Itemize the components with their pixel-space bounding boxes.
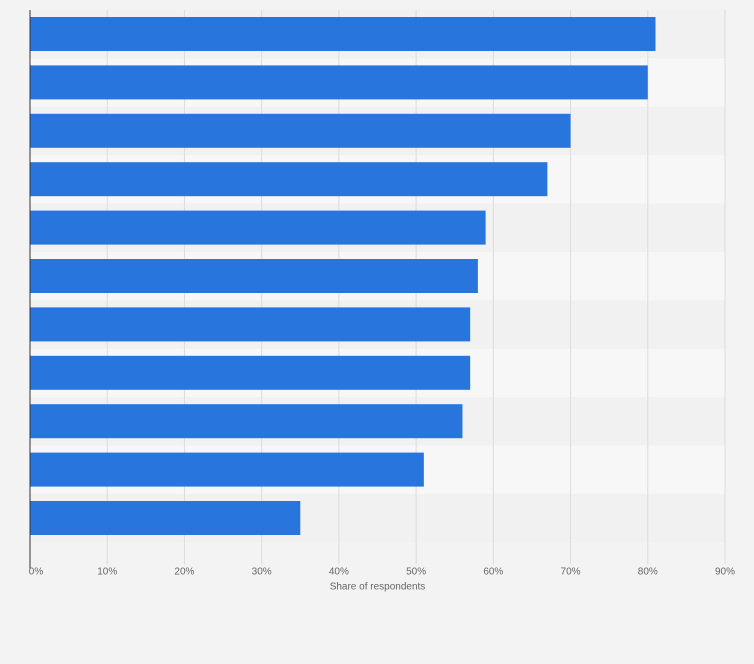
x-tick-label: 90% [715, 566, 735, 577]
bar [30, 307, 471, 342]
x-axis-title: Share of respondents [330, 581, 426, 592]
x-tick-label: 60% [483, 566, 503, 577]
x-tick-label: 80% [638, 566, 658, 577]
x-tick-label: 20% [174, 566, 194, 577]
x-axis-ticks: 0% 10% 20% 30% 40% 50% 60% 70% 80% 90% [29, 566, 735, 577]
x-tick-label: 40% [329, 566, 349, 577]
bar [30, 113, 571, 148]
bars [30, 17, 656, 535]
bar [30, 210, 486, 245]
bar [30, 17, 656, 51]
x-tick-label: 0% [29, 566, 44, 577]
bar [30, 259, 478, 293]
bar [30, 355, 471, 390]
x-tick-label: 10% [97, 566, 117, 577]
x-tick-label: 30% [252, 566, 272, 577]
x-tick-label: 50% [406, 566, 426, 577]
bar [30, 404, 463, 439]
x-tick-label: 70% [561, 566, 581, 577]
bar [30, 162, 548, 197]
bar [30, 65, 648, 100]
bar [30, 452, 424, 487]
bar [30, 501, 301, 535]
